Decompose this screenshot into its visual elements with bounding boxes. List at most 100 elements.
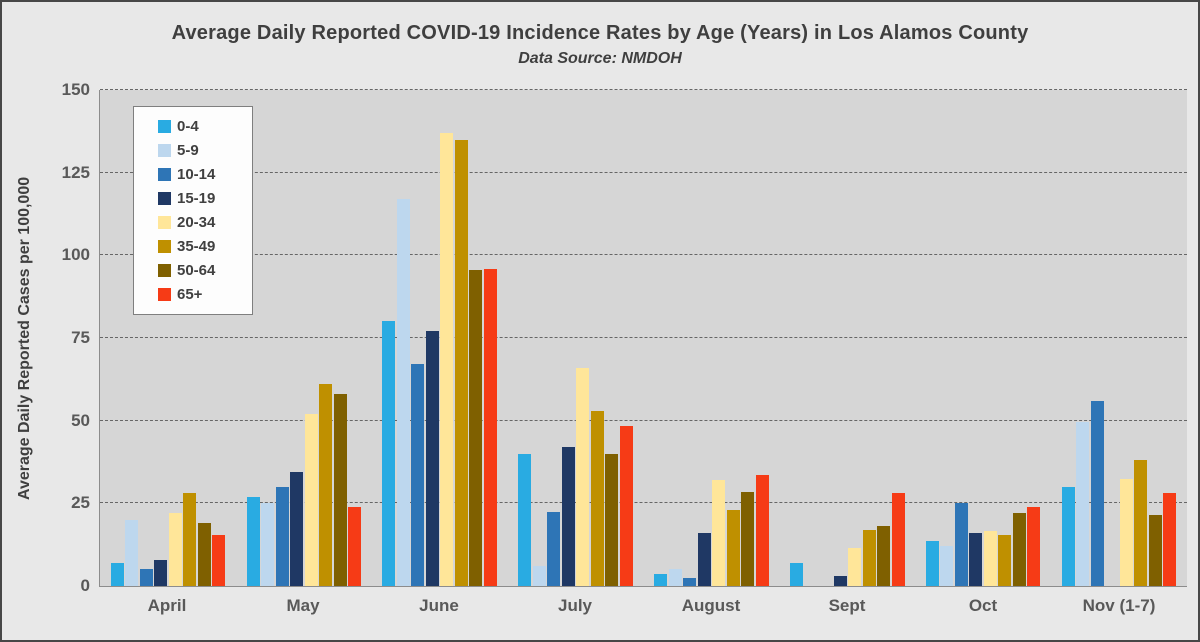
- legend-swatch-icon: [158, 240, 171, 253]
- x-tick-label-august: August: [681, 596, 741, 615]
- bar-20-34: [576, 367, 590, 586]
- bar-15-19: [154, 559, 168, 586]
- chart-title: Average Daily Reported COVID-19 Incidenc…: [171, 22, 1029, 44]
- bar-5-9: [1076, 422, 1090, 586]
- bar-0-4: [246, 496, 260, 586]
- bar-group-sept: [779, 90, 915, 586]
- gridline-100: [100, 254, 1187, 256]
- bar-65plus: [755, 475, 769, 586]
- x-tick-label-april: April: [147, 596, 187, 615]
- y-tick-label-150: 150: [61, 80, 90, 99]
- bar-35-49: [454, 139, 468, 586]
- bar-20-34: [304, 414, 318, 586]
- bar-15-19: [425, 331, 439, 586]
- bar-5-9: [396, 199, 410, 586]
- bar-10-14: [683, 577, 697, 586]
- bar-20-34: [983, 531, 997, 586]
- gridline-125: [100, 171, 1187, 173]
- x-axis: April May June July August Sept Oct Nov (1-7): [99, 596, 1187, 626]
- y-tick-label-50: 50: [71, 410, 90, 430]
- legend-label: 0-4: [177, 118, 199, 135]
- legend-item-5-9: 5-9: [158, 142, 244, 159]
- legend-label: 50-64: [177, 262, 216, 279]
- bar-50-64: [1148, 514, 1162, 586]
- bar-0-4: [654, 574, 668, 586]
- bar-10-14: [275, 486, 289, 586]
- bar-20-34: [1119, 478, 1133, 586]
- bar-group-oct: [915, 90, 1051, 586]
- gridline-150: [100, 89, 1187, 90]
- bar-20-34: [440, 133, 454, 586]
- x-tick-label-sept: Sept: [828, 596, 866, 615]
- bar-10-14: [547, 511, 561, 586]
- bar-35-49: [726, 509, 740, 586]
- legend-swatch-icon: [158, 264, 171, 277]
- bar-15-19: [969, 533, 983, 586]
- x-tick-label-oct: Oct: [968, 596, 998, 615]
- legend-swatch-icon: [158, 216, 171, 229]
- legend: 0-4 5-9 10-14 15-19 20-34 35-49 50-64 65+: [133, 106, 253, 315]
- bar-5-9: [940, 546, 954, 586]
- y-tick-label-25: 25: [71, 493, 90, 513]
- legend-item-20-34: 20-34: [158, 214, 244, 231]
- bar-0-4: [790, 562, 804, 586]
- bar-15-19: [290, 471, 304, 586]
- bar-65plus: [1027, 506, 1041, 586]
- x-tick-label-may: May: [286, 596, 320, 615]
- legend-label: 20-34: [177, 214, 216, 231]
- bar-20-34: [712, 480, 726, 586]
- bar-20-34: [168, 513, 182, 586]
- bar-0-4: [110, 562, 124, 586]
- legend-label: 5-9: [177, 142, 199, 159]
- bar-10-14: [411, 364, 425, 586]
- bar-65plus: [348, 506, 362, 586]
- x-tick-label-july: July: [557, 596, 593, 615]
- bar-50-64: [333, 394, 347, 586]
- legend-item-0-4: 0-4: [158, 118, 244, 135]
- bar-15-19: [697, 533, 711, 586]
- bar-0-4: [1061, 486, 1075, 586]
- bar-5-9: [668, 569, 682, 586]
- bar-50-64: [469, 270, 483, 586]
- legend-label: 10-14: [177, 166, 216, 183]
- gridline-50: [100, 419, 1187, 421]
- bar-0-4: [518, 453, 532, 586]
- legend-item-35-49: 35-49: [158, 238, 244, 255]
- bar-50-64: [877, 526, 891, 586]
- bar-35-49: [183, 493, 197, 586]
- plot-area: 0-4 5-9 10-14 15-19 20-34 35-49 50-64 65+ 0 25 50…: [62, 80, 1187, 595]
- legend-swatch-icon: [158, 168, 171, 181]
- bar-5-9: [125, 519, 139, 586]
- legend-item-65plus: 65+: [158, 286, 244, 303]
- bar-65plus: [891, 493, 905, 586]
- legend-item-15-19: 15-19: [158, 190, 244, 207]
- bar-50-64: [197, 523, 211, 586]
- bar-10-14: [954, 503, 968, 586]
- bar-group-july: [508, 90, 644, 586]
- bar-5-9: [261, 503, 275, 586]
- legend-swatch-icon: [158, 120, 171, 133]
- x-tick-label-june: June: [419, 596, 459, 615]
- bar-50-64: [741, 491, 755, 586]
- bar-10-14: [139, 569, 153, 586]
- bar-65plus: [619, 425, 633, 586]
- chart-subtitle: Data Source: NMDOH: [518, 50, 682, 67]
- bar-35-49: [590, 410, 604, 586]
- y-tick-label-100: 100: [61, 245, 90, 265]
- bar-groups: [100, 90, 1187, 586]
- bar-65plus: [1163, 493, 1177, 586]
- y-tick-label-75: 75: [71, 328, 90, 347]
- gridline-75: [100, 337, 1187, 338]
- legend-label: 15-19: [177, 190, 216, 207]
- legend-item-50-64: 50-64: [158, 262, 244, 279]
- bar-20-34: [848, 547, 862, 586]
- bar-group-may: [236, 90, 372, 586]
- bar-50-64: [605, 453, 619, 586]
- gridline-25: [100, 502, 1187, 504]
- bar-65plus: [483, 268, 497, 586]
- y-axis-title: Average Daily Reported Cases per 100,000: [16, 176, 33, 501]
- bar-10-14: [1090, 400, 1104, 586]
- legend-label: 65+: [177, 286, 203, 303]
- bar-group-august: [644, 90, 780, 586]
